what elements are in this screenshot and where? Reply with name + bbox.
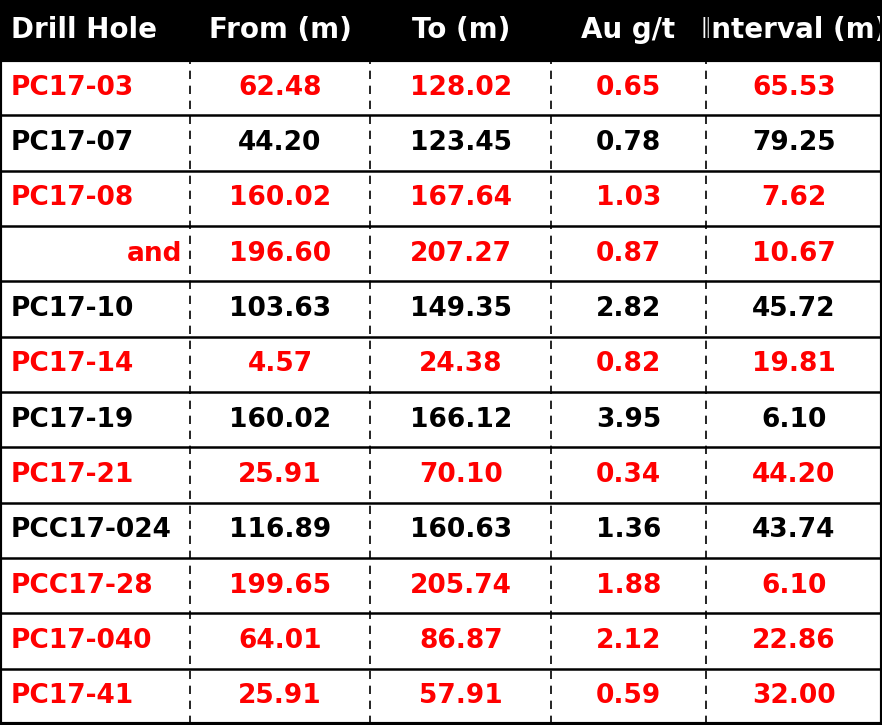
Text: PC17-08: PC17-08 bbox=[11, 186, 134, 212]
Bar bbox=[0, 558, 882, 613]
Text: 86.87: 86.87 bbox=[419, 628, 503, 654]
Text: 79.25: 79.25 bbox=[752, 130, 835, 156]
Bar bbox=[0, 226, 882, 281]
Text: PCC17-024: PCC17-024 bbox=[11, 518, 171, 543]
Text: 0.65: 0.65 bbox=[596, 75, 661, 101]
Text: Interval (m): Interval (m) bbox=[700, 16, 882, 44]
Text: 199.65: 199.65 bbox=[229, 573, 331, 599]
Bar bbox=[0, 337, 882, 392]
Bar bbox=[0, 502, 882, 558]
Text: 166.12: 166.12 bbox=[410, 407, 512, 433]
Text: PC17-41: PC17-41 bbox=[11, 684, 134, 709]
Text: 32.00: 32.00 bbox=[752, 684, 835, 709]
Text: 103.63: 103.63 bbox=[229, 296, 331, 322]
Text: 196.60: 196.60 bbox=[229, 241, 331, 267]
Text: and: and bbox=[127, 241, 183, 267]
Text: 160.63: 160.63 bbox=[410, 518, 512, 543]
Text: 43.74: 43.74 bbox=[752, 518, 835, 543]
Text: 19.81: 19.81 bbox=[751, 352, 836, 378]
Text: PC17-19: PC17-19 bbox=[11, 407, 134, 433]
Bar bbox=[0, 171, 882, 226]
Text: 6.10: 6.10 bbox=[761, 573, 826, 599]
Text: PC17-07: PC17-07 bbox=[11, 130, 134, 156]
Text: 160.02: 160.02 bbox=[229, 407, 331, 433]
Text: 64.01: 64.01 bbox=[238, 628, 322, 654]
Text: 57.91: 57.91 bbox=[419, 684, 503, 709]
Text: To (m): To (m) bbox=[412, 16, 510, 44]
Text: 10.67: 10.67 bbox=[752, 241, 835, 267]
Text: Au g/t: Au g/t bbox=[581, 16, 676, 44]
Text: 123.45: 123.45 bbox=[410, 130, 512, 156]
Text: 116.89: 116.89 bbox=[229, 518, 331, 543]
Text: 160.02: 160.02 bbox=[229, 186, 331, 212]
Text: PC17-21: PC17-21 bbox=[11, 462, 134, 488]
Bar bbox=[0, 392, 882, 447]
Text: 0.82: 0.82 bbox=[596, 352, 661, 378]
Bar bbox=[0, 613, 882, 668]
Text: 45.72: 45.72 bbox=[752, 296, 835, 322]
Text: 44.20: 44.20 bbox=[752, 462, 835, 488]
Text: 207.27: 207.27 bbox=[410, 241, 512, 267]
Text: 0.87: 0.87 bbox=[596, 241, 661, 267]
Bar bbox=[0, 115, 882, 171]
Text: 205.74: 205.74 bbox=[410, 573, 512, 599]
Text: 1.03: 1.03 bbox=[595, 186, 662, 212]
Text: 7.62: 7.62 bbox=[761, 186, 826, 212]
Text: PC17-040: PC17-040 bbox=[11, 628, 152, 654]
Text: PCC17-28: PCC17-28 bbox=[11, 573, 153, 599]
Text: PC17-14: PC17-14 bbox=[11, 352, 134, 378]
Text: PC17-03: PC17-03 bbox=[11, 75, 134, 101]
Text: 65.53: 65.53 bbox=[752, 75, 835, 101]
Text: 62.48: 62.48 bbox=[238, 75, 322, 101]
Text: 2.82: 2.82 bbox=[596, 296, 661, 322]
Text: 24.38: 24.38 bbox=[419, 352, 503, 378]
Text: 25.91: 25.91 bbox=[238, 462, 322, 488]
Text: 2.12: 2.12 bbox=[595, 628, 662, 654]
Text: 22.86: 22.86 bbox=[752, 628, 835, 654]
Text: 149.35: 149.35 bbox=[410, 296, 512, 322]
Text: 44.20: 44.20 bbox=[238, 130, 322, 156]
Bar bbox=[0, 281, 882, 337]
Text: PC17-10: PC17-10 bbox=[11, 296, 134, 322]
Bar bbox=[0, 668, 882, 724]
Text: 25.91: 25.91 bbox=[238, 684, 322, 709]
Bar bbox=[0, 447, 882, 502]
Text: 167.64: 167.64 bbox=[410, 186, 512, 212]
Text: 0.78: 0.78 bbox=[596, 130, 661, 156]
Text: 4.57: 4.57 bbox=[248, 352, 312, 378]
Text: 1.88: 1.88 bbox=[595, 573, 662, 599]
Bar bbox=[0, 0, 882, 60]
Text: 3.95: 3.95 bbox=[596, 407, 661, 433]
Bar bbox=[0, 60, 882, 115]
Text: 0.34: 0.34 bbox=[596, 462, 661, 488]
Text: 70.10: 70.10 bbox=[419, 462, 503, 488]
Text: 128.02: 128.02 bbox=[410, 75, 512, 101]
Text: 0.59: 0.59 bbox=[596, 684, 661, 709]
Text: 1.36: 1.36 bbox=[595, 518, 662, 543]
Text: Drill Hole: Drill Hole bbox=[11, 16, 157, 44]
Text: From (m): From (m) bbox=[209, 16, 351, 44]
Text: 6.10: 6.10 bbox=[761, 407, 826, 433]
